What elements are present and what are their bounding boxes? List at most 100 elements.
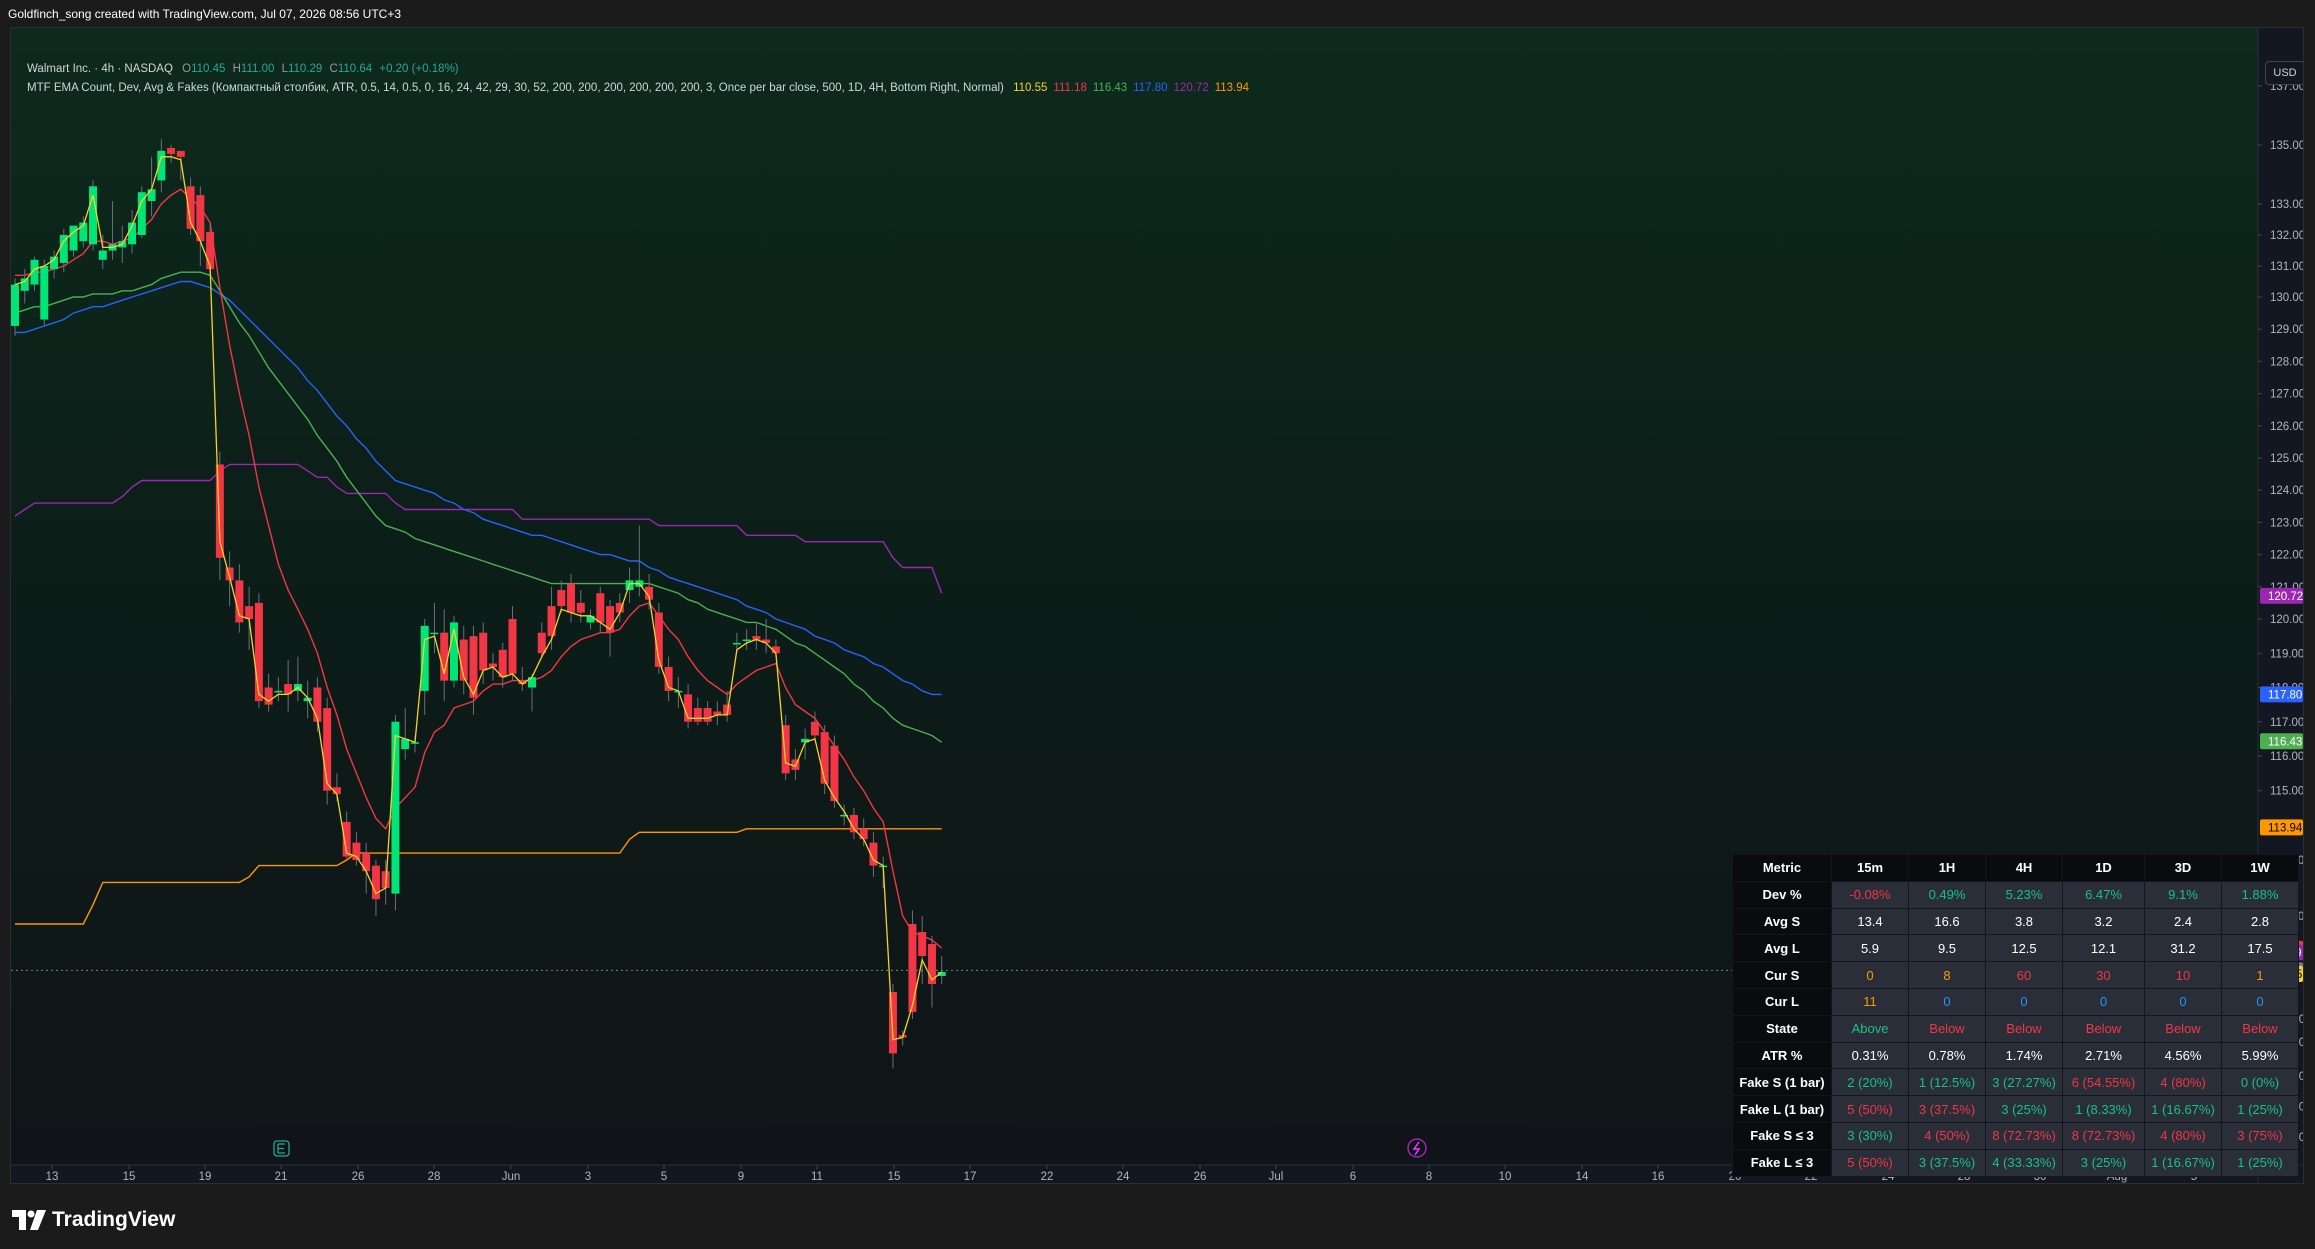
currency-button[interactable]: USD (2265, 61, 2303, 85)
candle-body[interactable] (840, 814, 849, 817)
candle-body[interactable] (557, 590, 566, 607)
candle-body[interactable] (752, 636, 761, 640)
candle-body[interactable] (430, 632, 439, 635)
candle-body[interactable] (196, 195, 205, 242)
candle-body[interactable] (888, 992, 897, 1054)
candle-body[interactable] (596, 593, 605, 623)
candle-body[interactable] (859, 828, 868, 840)
candle-body[interactable] (449, 622, 458, 681)
candle-body[interactable] (342, 821, 351, 857)
candle-body[interactable] (703, 708, 712, 722)
candle-body[interactable] (401, 738, 410, 750)
candle-body[interactable] (791, 759, 800, 770)
candle-body[interactable] (59, 235, 68, 263)
candle-body[interactable] (469, 636, 478, 698)
candle-body[interactable] (508, 619, 517, 674)
candle-body[interactable] (235, 580, 244, 623)
candle-body[interactable] (128, 222, 137, 245)
candle-body[interactable] (762, 639, 771, 643)
candle-body[interactable] (606, 606, 615, 633)
candle-body[interactable] (918, 932, 927, 956)
candle-body[interactable] (664, 666, 673, 691)
candle-body[interactable] (206, 231, 215, 270)
candle-body[interactable] (157, 150, 166, 181)
candle-body[interactable] (391, 721, 400, 894)
candle-body[interactable] (254, 602, 263, 702)
candle-body[interactable] (11, 284, 19, 326)
candle-body[interactable] (869, 842, 878, 866)
candle-body[interactable] (50, 256, 59, 270)
metrics-cell: 12.5 (1985, 934, 2063, 963)
candle-body[interactable] (186, 186, 195, 229)
tradingview-logo[interactable]: TradingView (12, 1208, 175, 1232)
candle-body[interactable] (284, 684, 293, 695)
earnings-marker-icon[interactable] (273, 1140, 290, 1157)
candle-body[interactable] (498, 649, 507, 678)
candle-body[interactable] (225, 567, 234, 581)
candle-body[interactable] (332, 787, 341, 795)
candle-body[interactable] (137, 192, 146, 235)
candle-body[interactable] (215, 464, 224, 558)
candle-body[interactable] (245, 606, 254, 619)
candle-body[interactable] (723, 704, 732, 715)
candle-body[interactable] (488, 663, 497, 667)
candle-body[interactable] (440, 632, 449, 681)
candle-body[interactable] (645, 586, 654, 600)
metrics-cell: 0 (2062, 987, 2145, 1016)
candle-body[interactable] (586, 615, 595, 623)
candle-body[interactable] (303, 697, 312, 702)
candle-body[interactable] (176, 150, 185, 157)
candle-body[interactable] (742, 639, 751, 642)
metrics-row-label: Cur S (1732, 961, 1832, 989)
candle-body[interactable] (830, 745, 839, 802)
candle-body[interactable] (810, 721, 819, 736)
candle-body[interactable] (30, 259, 39, 285)
event-marker-icon[interactable] (1407, 1138, 1427, 1158)
candle-body[interactable] (371, 865, 380, 900)
chart-frame[interactable]: 137.00 135.00 133.00 132.00 131.00 130.00 129.… (10, 27, 2304, 1184)
candle-body[interactable] (147, 189, 156, 202)
candle-body[interactable] (167, 147, 176, 154)
candle-body[interactable] (459, 639, 468, 681)
candle-body[interactable] (20, 278, 29, 291)
candle-body[interactable] (420, 625, 429, 691)
candle-body[interactable] (937, 972, 946, 976)
candle-body[interactable] (732, 642, 741, 645)
candle-body[interactable] (567, 583, 576, 613)
indicator-name[interactable]: MTF EMA Count, Dev, Avg & Fakes (Компакт… (27, 82, 1004, 94)
candle-body[interactable] (89, 186, 98, 245)
candle-body[interactable] (274, 690, 283, 693)
candle-body[interactable] (927, 944, 936, 984)
candle-body[interactable] (576, 602, 585, 613)
candle-body[interactable] (908, 924, 917, 1013)
time-tick-label: 10 (1499, 1171, 1512, 1183)
candle-body[interactable] (713, 711, 722, 715)
candle-body[interactable] (547, 606, 556, 637)
candle-body[interactable] (410, 742, 419, 744)
candle-body[interactable] (684, 694, 693, 722)
candle-body[interactable] (264, 687, 273, 705)
candle-body[interactable] (771, 646, 780, 654)
candle-body[interactable] (362, 853, 371, 872)
candle-body[interactable] (654, 612, 663, 667)
candle-body[interactable] (313, 687, 322, 722)
candle-body[interactable] (849, 814, 858, 833)
time-axis-background (11, 1165, 2258, 1183)
candle-body[interactable] (518, 680, 527, 685)
candle-body[interactable] (537, 632, 546, 654)
candle-body[interactable] (40, 266, 49, 320)
candle-body[interactable] (528, 677, 537, 688)
candle-body[interactable] (69, 225, 78, 251)
candle-body[interactable] (352, 842, 361, 860)
candle-body[interactable] (781, 725, 790, 774)
candle-body[interactable] (820, 732, 829, 784)
candle-body[interactable] (693, 708, 702, 722)
candle-body[interactable] (479, 632, 488, 671)
price-chart[interactable]: 137.00135.00133.00132.00131.00130.00129.… (11, 28, 2304, 1184)
candle-body[interactable] (323, 708, 332, 791)
candle-body[interactable] (79, 222, 88, 242)
candle-body[interactable] (98, 250, 107, 260)
candle-body[interactable] (801, 738, 810, 743)
symbol-name[interactable]: Walmart Inc. · 4h · NASDAQ (27, 63, 173, 75)
candle-body[interactable] (615, 602, 624, 613)
